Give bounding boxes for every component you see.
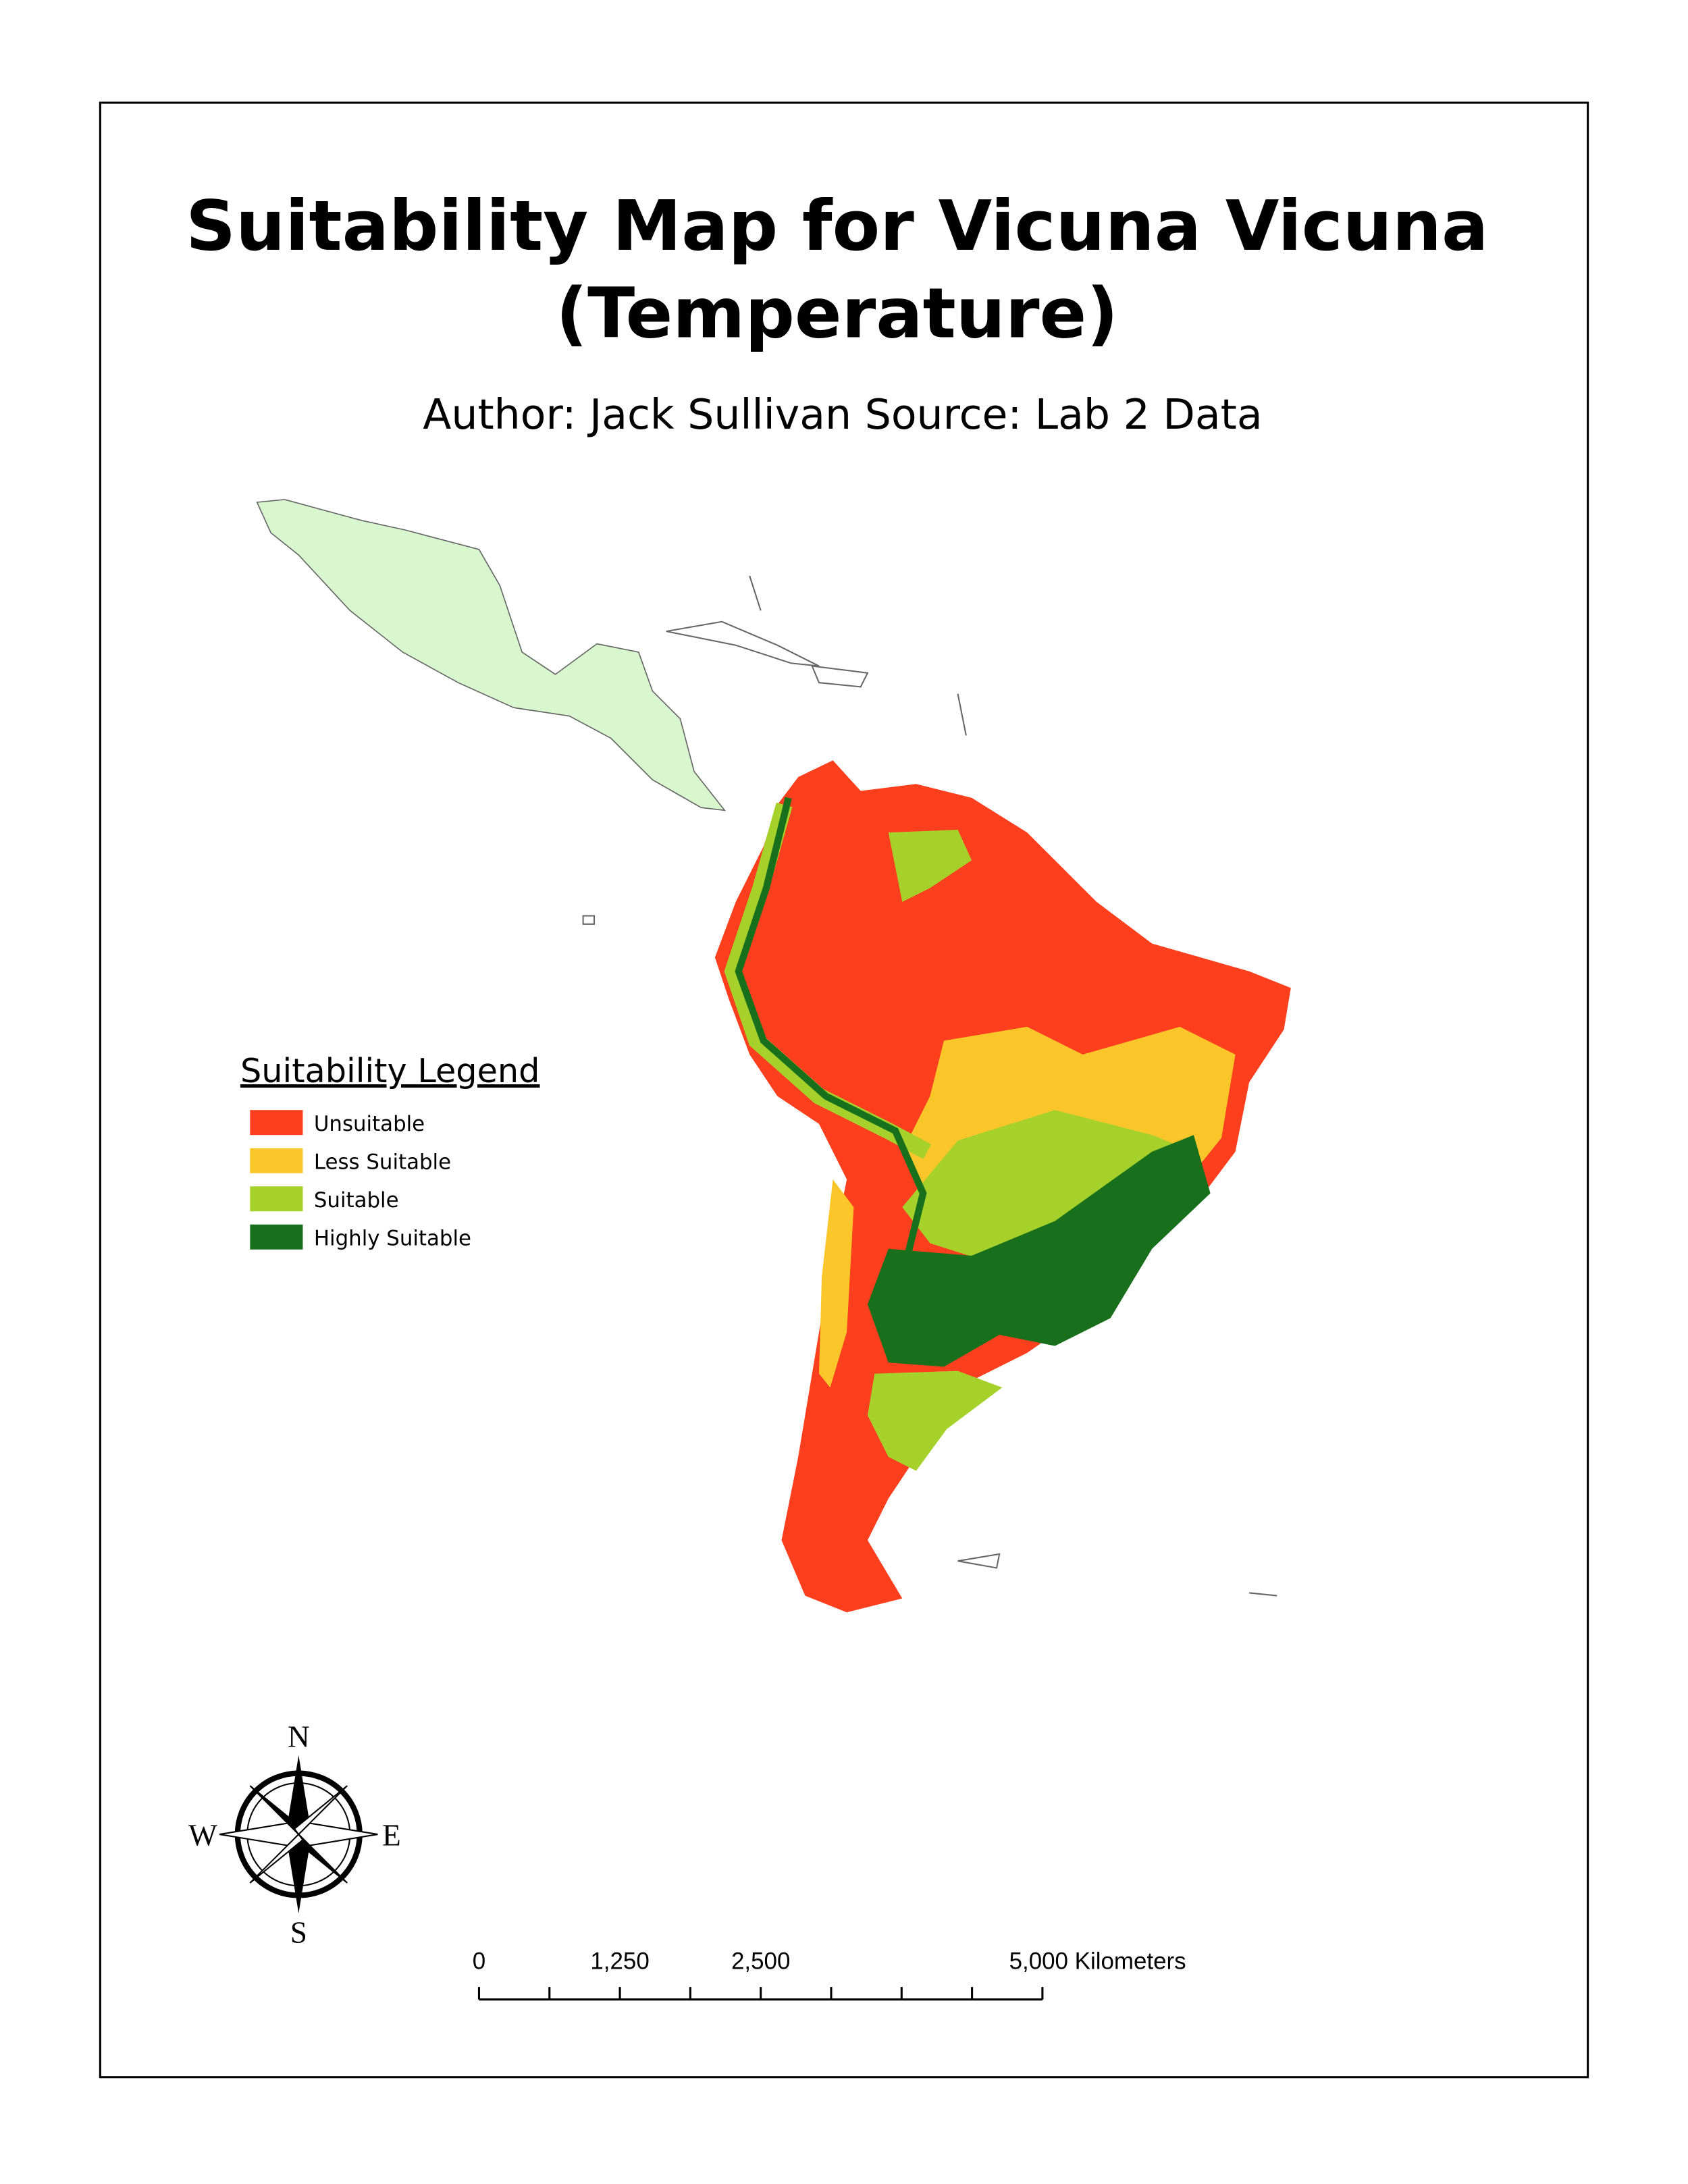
- scale-label: 5,000 Kilometers: [1009, 1948, 1186, 1974]
- legend-label: Highly Suitable: [314, 1227, 471, 1251]
- legend-label: Less Suitable: [314, 1150, 451, 1175]
- caribbean-islands: [582, 575, 1277, 1597]
- legend-swatch: [250, 1148, 303, 1173]
- compass-point: [287, 1834, 310, 1914]
- region-highly-suitable: [867, 1135, 1211, 1367]
- title-line: (Temperature): [556, 273, 1118, 354]
- compass-point: [249, 1833, 304, 1884]
- legend-title: Suitability Legend: [240, 1051, 540, 1090]
- legend-label: Suitable: [314, 1188, 399, 1213]
- legend-label: Unsuitable: [314, 1112, 425, 1136]
- compass-point: [287, 1755, 310, 1835]
- central-america: [256, 499, 727, 811]
- map: [256, 499, 1291, 1613]
- region-suitable: [888, 830, 972, 902]
- region-suitable: [867, 1370, 1003, 1471]
- legend-swatch: [250, 1110, 303, 1136]
- compass-point: [293, 1785, 348, 1836]
- compass-west: W: [188, 1819, 217, 1853]
- region-less-suitable: [819, 1179, 854, 1388]
- scale-label: 1,250: [590, 1948, 649, 1974]
- compass-south: S: [290, 1915, 307, 1949]
- compass-north: N: [288, 1720, 310, 1754]
- compass-east: E: [382, 1819, 401, 1853]
- subtitle: Author: Jack Sullivan Source: Lab 2 Data: [423, 390, 1262, 439]
- legend-swatch: [250, 1186, 303, 1212]
- title-line: Suitability Map for Vicuna Vicuna: [186, 186, 1488, 267]
- compass: N S W E: [188, 1720, 401, 1950]
- legend: Unsuitable Less Suitable Suitable Highly Su…: [250, 1110, 471, 1251]
- scale-label: 0: [473, 1948, 485, 1974]
- andes-highly-suitable: [735, 797, 927, 1278]
- legend-swatch: [250, 1224, 303, 1250]
- scale-bar: 0 1,250 2,500 5,000 Kilometers: [473, 1948, 1186, 2001]
- scale-label: 2,500: [731, 1948, 790, 1974]
